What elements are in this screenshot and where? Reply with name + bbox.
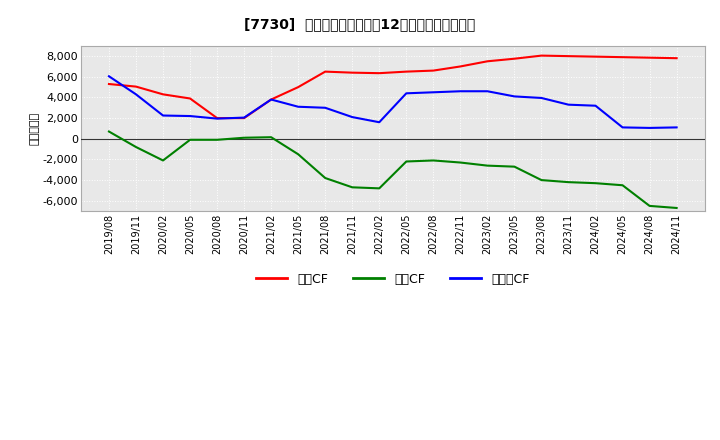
営業CF	[348, 70, 356, 75]
投資CF	[564, 180, 573, 185]
投資CF	[645, 203, 654, 209]
フリーCF	[240, 115, 248, 120]
営業CF	[537, 53, 546, 58]
投資CF	[618, 183, 627, 188]
Line: 投資CF: 投資CF	[109, 132, 677, 208]
フリーCF	[591, 103, 600, 108]
投資CF	[510, 164, 518, 169]
営業CF	[672, 55, 681, 61]
フリーCF	[402, 91, 410, 96]
営業CF	[240, 115, 248, 121]
フリーCF	[321, 105, 330, 110]
フリーCF	[456, 88, 464, 94]
Legend: 営業CF, 投資CF, フリーCF: 営業CF, 投資CF, フリーCF	[251, 268, 535, 291]
投資CF	[294, 152, 302, 157]
営業CF	[645, 55, 654, 60]
投資CF	[537, 177, 546, 183]
フリーCF	[429, 90, 438, 95]
フリーCF	[618, 125, 627, 130]
営業CF	[321, 69, 330, 74]
フリーCF	[267, 97, 276, 102]
営業CF	[132, 84, 140, 89]
投資CF	[240, 135, 248, 140]
フリーCF	[564, 102, 573, 107]
フリーCF	[104, 73, 113, 79]
営業CF	[294, 84, 302, 90]
営業CF	[186, 96, 194, 101]
営業CF	[429, 68, 438, 73]
フリーCF	[537, 95, 546, 101]
フリーCF	[375, 120, 384, 125]
営業CF	[618, 55, 627, 60]
営業CF	[402, 69, 410, 74]
営業CF	[104, 81, 113, 87]
営業CF	[483, 59, 492, 64]
フリーCF	[213, 116, 222, 121]
フリーCF	[645, 125, 654, 131]
Text: [7730]  キャッシュフローの12か月移動合計の推移: [7730] キャッシュフローの12か月移動合計の推移	[244, 18, 476, 32]
フリーCF	[672, 125, 681, 130]
投資CF	[483, 163, 492, 168]
投資CF	[375, 186, 384, 191]
フリーCF	[483, 88, 492, 94]
営業CF	[375, 70, 384, 76]
フリーCF	[132, 92, 140, 97]
投資CF	[429, 158, 438, 163]
営業CF	[267, 97, 276, 102]
フリーCF	[510, 94, 518, 99]
営業CF	[213, 115, 222, 121]
Line: 営業CF: 営業CF	[109, 55, 677, 118]
フリーCF	[158, 113, 167, 118]
営業CF	[456, 64, 464, 69]
投資CF	[672, 205, 681, 211]
投資CF	[213, 137, 222, 143]
投資CF	[402, 159, 410, 164]
フリーCF	[186, 114, 194, 119]
営業CF	[564, 54, 573, 59]
営業CF	[591, 54, 600, 59]
投資CF	[591, 180, 600, 186]
フリーCF	[294, 104, 302, 110]
投資CF	[104, 129, 113, 134]
投資CF	[158, 158, 167, 163]
投資CF	[186, 137, 194, 143]
フリーCF	[348, 114, 356, 120]
Line: フリーCF: フリーCF	[109, 76, 677, 128]
Y-axis label: （百万円）: （百万円）	[30, 112, 40, 145]
投資CF	[321, 176, 330, 181]
投資CF	[456, 160, 464, 165]
営業CF	[510, 56, 518, 61]
投資CF	[132, 144, 140, 150]
投資CF	[267, 135, 276, 140]
投資CF	[348, 185, 356, 190]
営業CF	[158, 92, 167, 97]
